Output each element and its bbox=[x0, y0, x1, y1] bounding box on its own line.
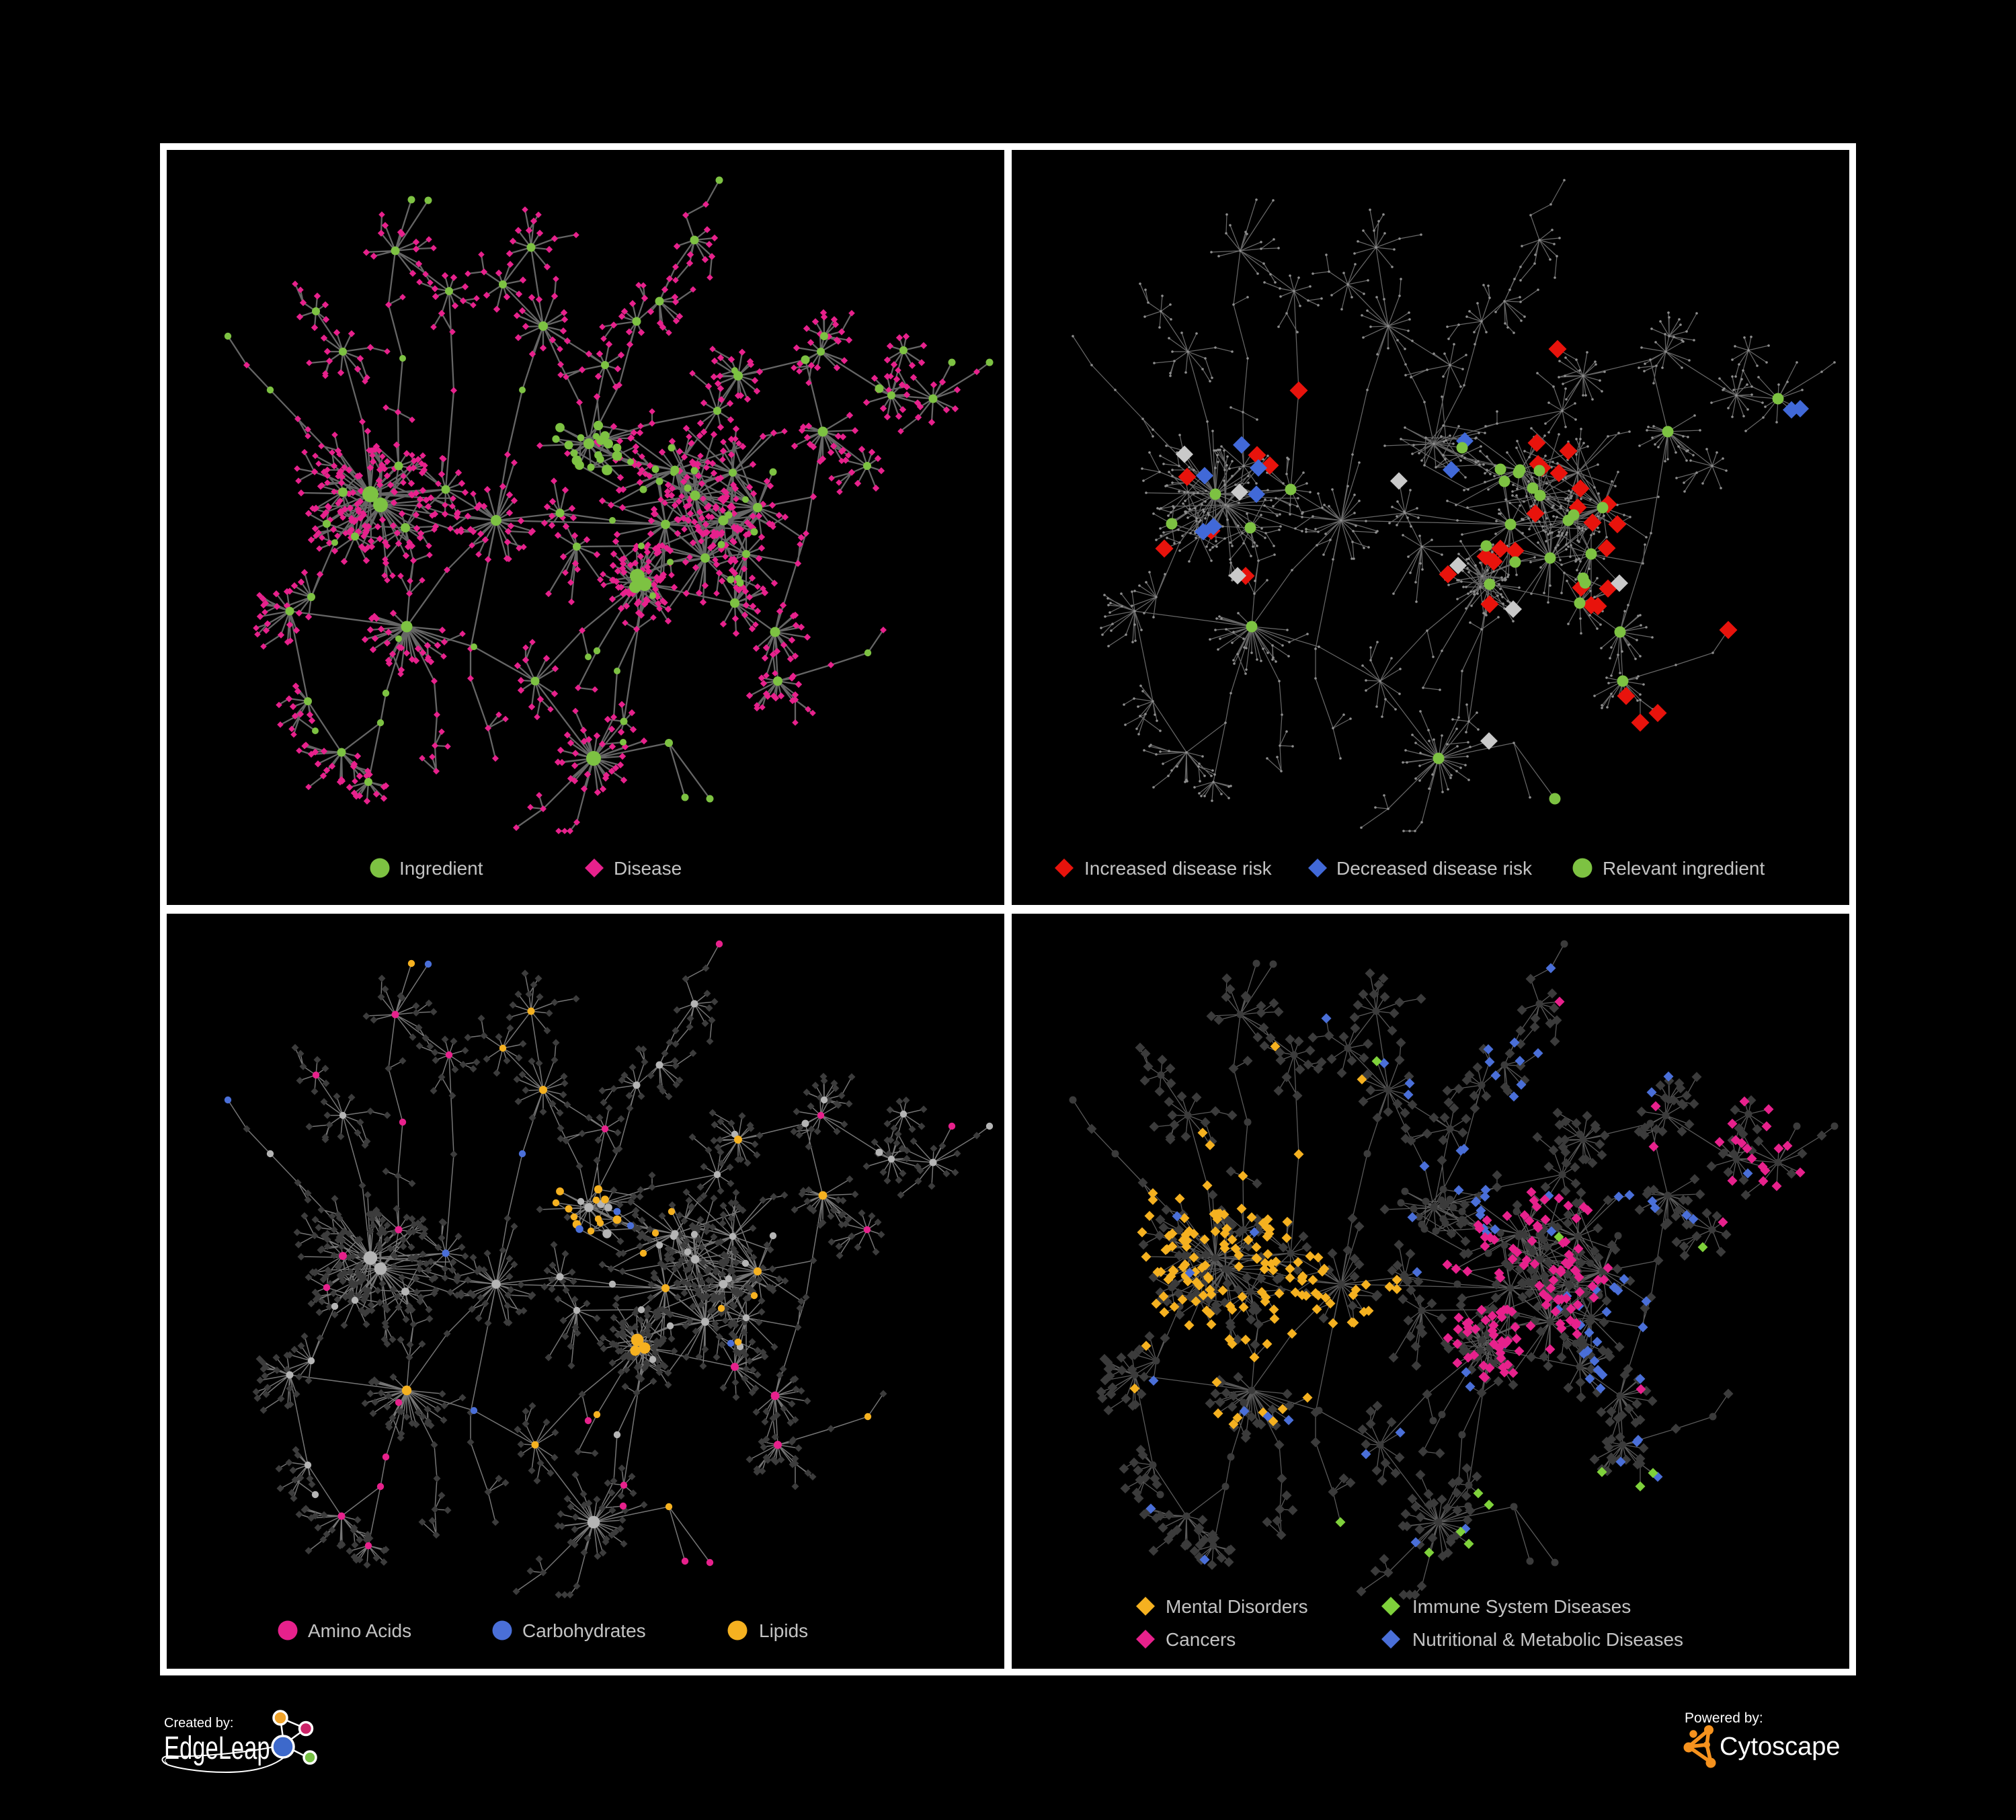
svg-text:Decreased disease risk: Decreased disease risk bbox=[1336, 858, 1533, 879]
svg-text:EdgeLeap: EdgeLeap bbox=[164, 1729, 270, 1766]
svg-text:Carbohydrates: Carbohydrates bbox=[522, 1620, 646, 1641]
svg-text:Amino Acids: Amino Acids bbox=[308, 1620, 411, 1641]
svg-text:Nutritional & Metabolic Diseas: Nutritional & Metabolic Diseases bbox=[1412, 1629, 1683, 1650]
svg-text:Mental Disorders: Mental Disorders bbox=[1166, 1596, 1308, 1617]
svg-text:Disease: Disease bbox=[614, 858, 682, 879]
svg-text:Powered by:: Powered by: bbox=[1685, 1710, 1763, 1726]
svg-text:Increased disease risk: Increased disease risk bbox=[1084, 858, 1273, 879]
svg-text:Ingredient: Ingredient bbox=[399, 858, 483, 879]
svg-text:Immune System Diseases: Immune System Diseases bbox=[1412, 1596, 1631, 1617]
svg-text:Cancers: Cancers bbox=[1166, 1629, 1236, 1650]
svg-text:Cytoscape: Cytoscape bbox=[1720, 1733, 1841, 1761]
svg-text:Created by:: Created by: bbox=[164, 1716, 233, 1731]
svg-text:Relevant ingredient: Relevant ingredient bbox=[1603, 858, 1765, 879]
svg-text:Lipids: Lipids bbox=[759, 1620, 808, 1641]
